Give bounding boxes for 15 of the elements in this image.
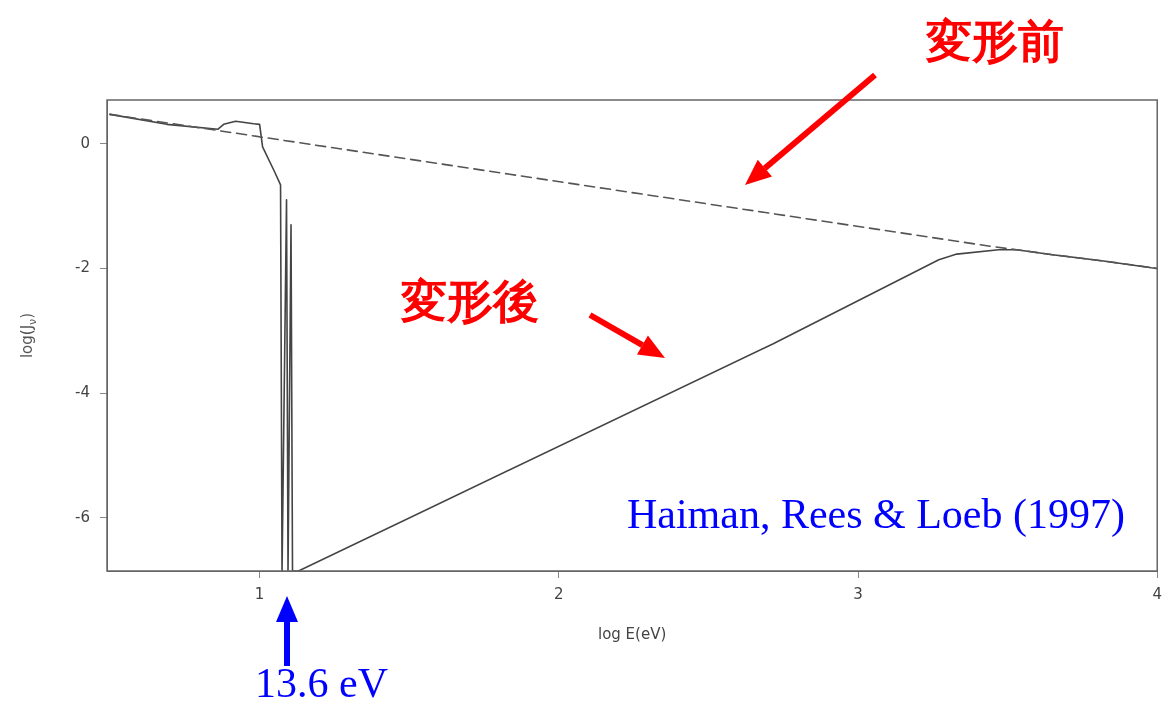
y-tick-label: -6 bbox=[75, 507, 90, 526]
text: 変形前 bbox=[925, 13, 1064, 68]
x-tick-label: 4 bbox=[1152, 584, 1162, 603]
x-tick-label: 1 bbox=[254, 584, 265, 603]
x-axis-title: log E(eV) bbox=[597, 624, 667, 643]
y-axis-title: log(Jν) bbox=[17, 312, 39, 359]
y-tick-label: -2 bbox=[75, 258, 90, 277]
y-tick-label: -4 bbox=[75, 383, 90, 402]
annotation: 変形後 bbox=[400, 273, 539, 328]
annotation: 13.6 eV bbox=[255, 660, 389, 707]
x-tick-label: 2 bbox=[554, 584, 564, 603]
y-tick-label: 0 bbox=[80, 133, 90, 152]
line-series bbox=[109, 113, 1158, 270]
annotation: Haiman, Rees & Loeb (1997) bbox=[626, 491, 1125, 539]
x-tick-label: 3 bbox=[853, 584, 863, 603]
